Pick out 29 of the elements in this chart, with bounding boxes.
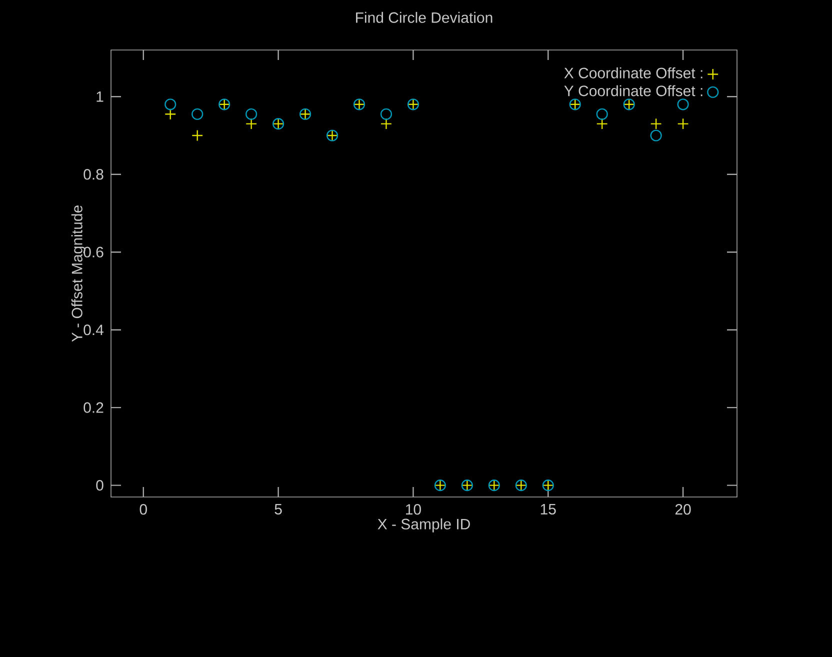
y-tick-label: 0.6 <box>84 246 104 258</box>
legend-label: X Coordinate Offset : <box>564 67 702 78</box>
point <box>677 98 689 110</box>
x-tick-label: 0 <box>140 504 147 515</box>
point <box>650 118 662 130</box>
x-axis-title: X - Sample ID <box>378 518 470 532</box>
x-tick-label: 20 <box>675 504 691 515</box>
y-tick-label: 0 <box>96 480 104 491</box>
point <box>380 108 392 120</box>
chart-title: Find Circle Deviation <box>356 12 492 23</box>
y-tick-label: 1 <box>96 91 104 102</box>
x-tick-label: 10 <box>406 504 421 515</box>
point <box>677 118 689 130</box>
point <box>246 108 258 120</box>
point <box>596 118 608 130</box>
point <box>164 98 176 110</box>
legend-label: Y Coordinate Offset : <box>564 85 702 96</box>
x-tick-label: 15 <box>540 504 556 515</box>
point <box>192 130 204 142</box>
y-tick-label: 0.8 <box>84 169 104 180</box>
point <box>596 108 608 120</box>
x-tick-label: 5 <box>274 504 282 515</box>
point <box>192 108 204 120</box>
y-tick-label: 0.2 <box>84 402 104 413</box>
point <box>380 118 392 130</box>
point <box>650 130 662 142</box>
point <box>246 118 258 130</box>
point <box>164 108 176 120</box>
y-tick-label: 0.4 <box>84 324 104 336</box>
